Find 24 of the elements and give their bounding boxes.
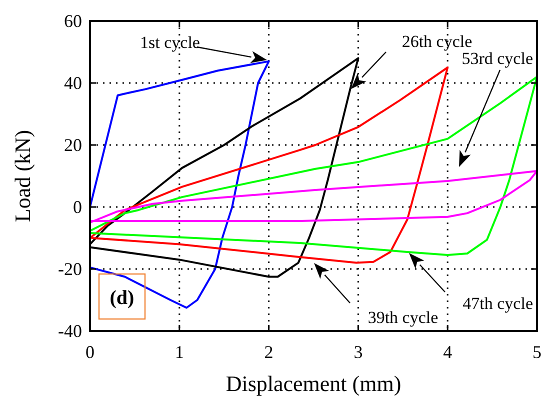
annotation: 39th cycle bbox=[368, 308, 438, 327]
x-tick-label: 3 bbox=[354, 342, 363, 362]
y-tick-label: -20 bbox=[58, 259, 82, 279]
line-series bbox=[89, 170, 538, 224]
y-tick-label: -40 bbox=[58, 321, 82, 341]
x-tick-label: 4 bbox=[443, 342, 452, 362]
y-tick-label: 0 bbox=[73, 197, 82, 217]
x-tick-label: 1 bbox=[174, 342, 184, 362]
x-tick-label: 2 bbox=[264, 342, 274, 362]
y-tick-label: 40 bbox=[64, 73, 82, 93]
line-series bbox=[89, 60, 270, 309]
x-axis-title: Displacement (mm) bbox=[226, 371, 402, 396]
y-tick-label: 20 bbox=[64, 135, 82, 155]
line-series bbox=[89, 76, 538, 256]
annotation: (d) bbox=[110, 287, 134, 309]
y-tick-label: 60 bbox=[64, 11, 82, 31]
annotation: 26th cycle bbox=[402, 32, 472, 51]
y-axis-title: Load (kN) bbox=[10, 130, 35, 222]
annotation: 1st cycle bbox=[140, 33, 200, 52]
line-series bbox=[89, 66, 449, 264]
x-tick-label: 0 bbox=[86, 342, 94, 362]
annotation: 53rd cycle bbox=[462, 49, 533, 68]
annotation: 47th cycle bbox=[462, 294, 533, 313]
x-tick-label: 5 bbox=[532, 342, 542, 362]
